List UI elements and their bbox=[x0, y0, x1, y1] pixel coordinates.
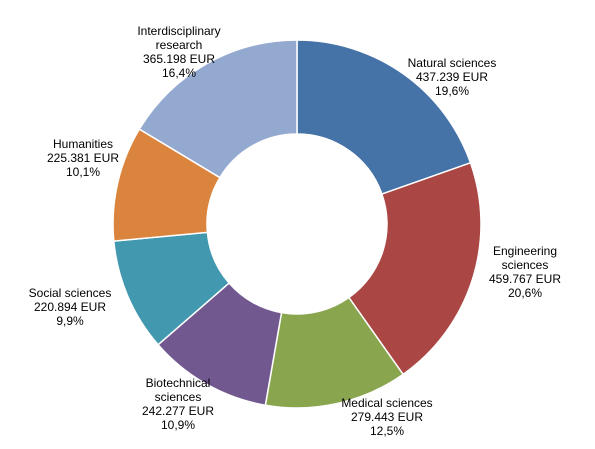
slice-engineering-sciences bbox=[347, 161, 482, 376]
labels-group: Natural sciences 437.239 EUR 19,6% Engineer… bbox=[29, 24, 562, 438]
data-label-natural-sciences: Natural sciences 437.239 EUR 19,6% bbox=[408, 56, 497, 98]
slice-interdisciplinary-research bbox=[138, 39, 298, 179]
slice-natural-sciences bbox=[296, 39, 472, 196]
data-label-humanities: Humanities 225.381 EUR 10,1% bbox=[47, 137, 119, 179]
slices-group bbox=[112, 39, 482, 409]
data-label-biotechnical-sciences: Biotechnical sciences 242.277 EUR 10,9% bbox=[142, 376, 214, 432]
data-label-medical-sciences: Medical sciences 279.443 EUR 12,5% bbox=[341, 396, 432, 438]
data-label-engineering-sciences: Engineering sciences 459.767 EUR 20,6% bbox=[489, 244, 561, 300]
data-label-social-sciences: Social sciences 220.894 EUR 9,9% bbox=[29, 286, 112, 328]
data-label-interdisciplinary-research: Interdisciplinary research 365.198 EUR 16,4… bbox=[137, 24, 220, 80]
